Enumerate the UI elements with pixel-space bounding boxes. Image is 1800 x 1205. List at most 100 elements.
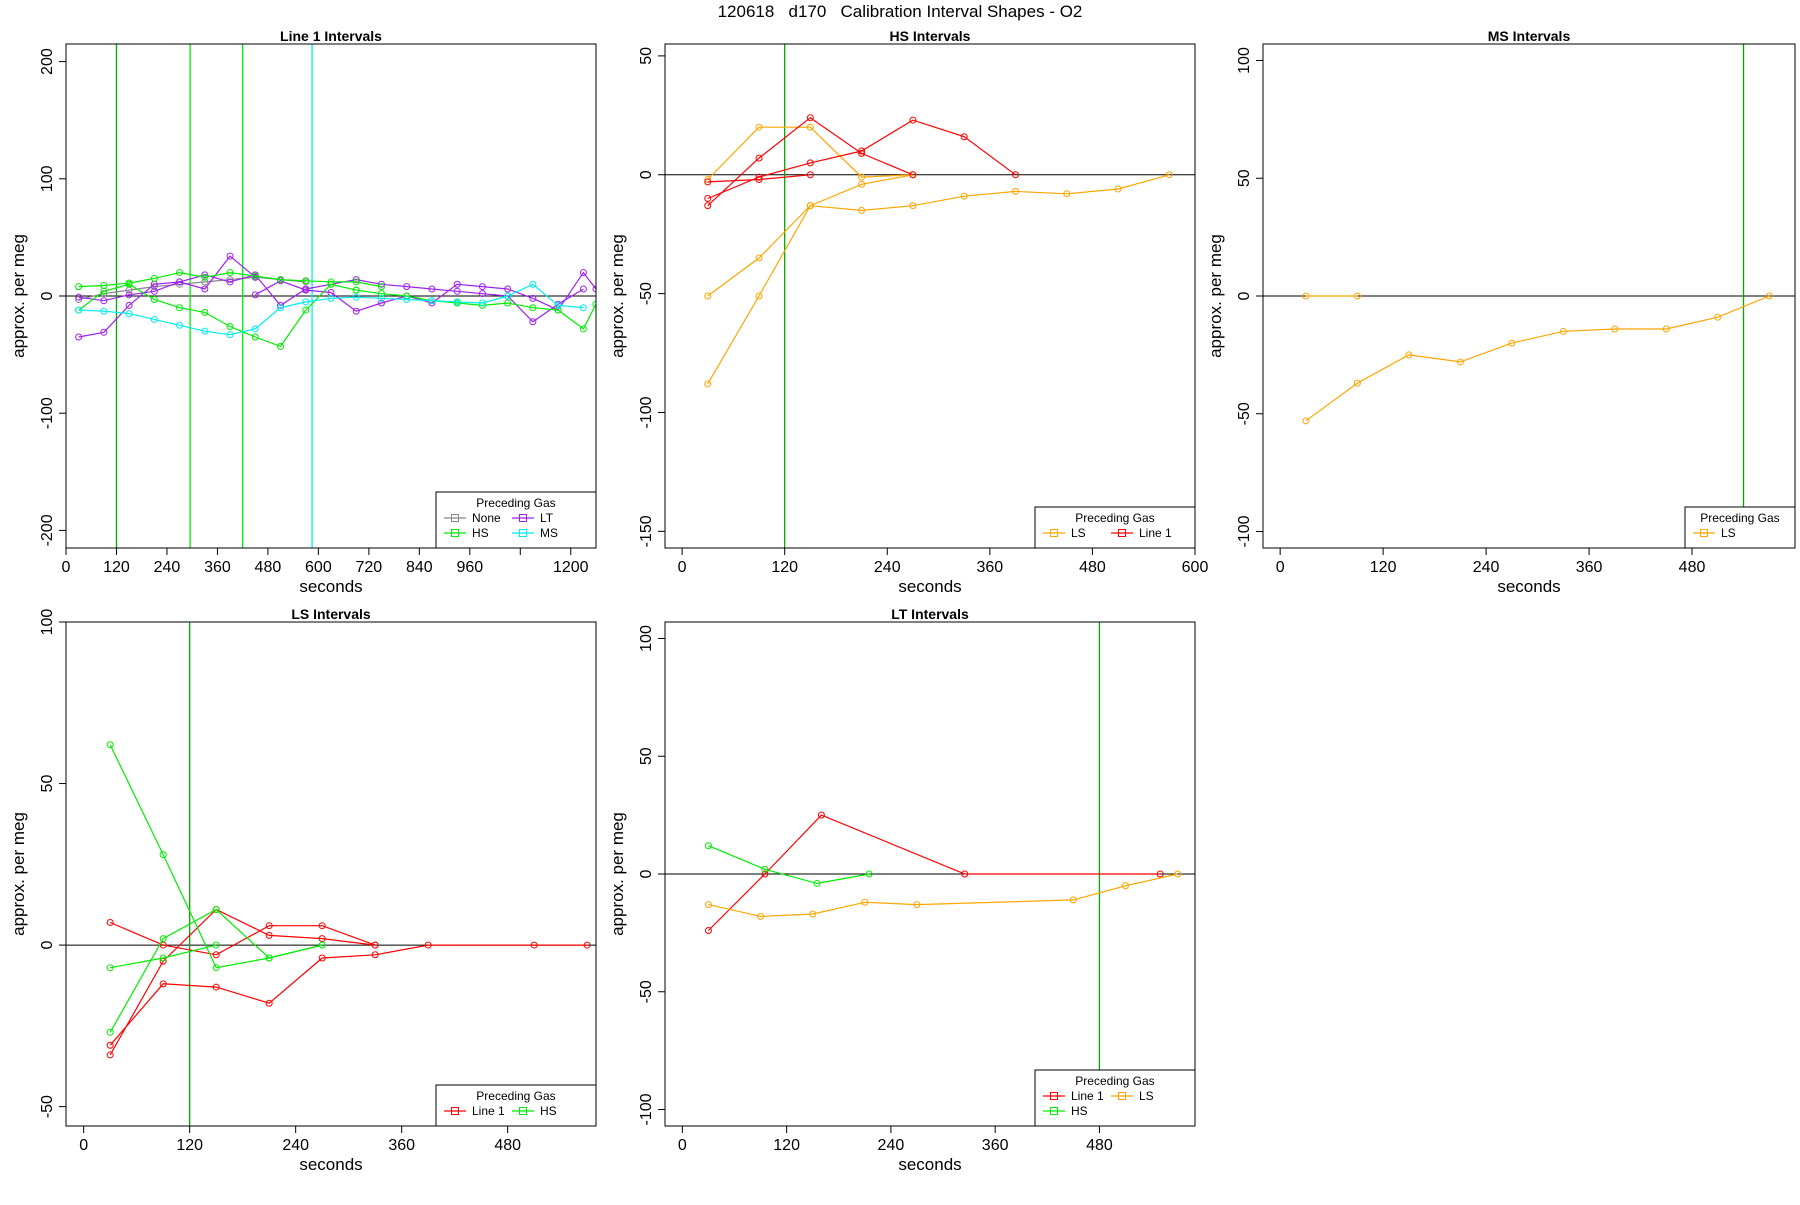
data-point bbox=[704, 927, 712, 935]
data-point bbox=[755, 176, 763, 184]
y-tick-label: -100 bbox=[638, 1093, 655, 1125]
x-tick-label: 0 bbox=[1276, 559, 1285, 576]
data-point bbox=[504, 285, 512, 293]
y-axis-label: approx. per meg bbox=[1206, 234, 1225, 358]
data-point bbox=[201, 285, 209, 293]
series-line bbox=[707, 174, 811, 183]
data-point bbox=[318, 954, 326, 962]
data-point bbox=[704, 195, 712, 203]
data-point bbox=[327, 280, 335, 288]
series-line bbox=[78, 271, 382, 288]
data-point bbox=[1069, 896, 1077, 904]
y-tick-label: 0 bbox=[1236, 291, 1253, 300]
data-point bbox=[809, 910, 817, 918]
data-point bbox=[909, 202, 917, 210]
panel-title: HS Intervals bbox=[890, 28, 971, 44]
panel-2: HS Intervals 0 120 240 360 480 600 seconds -150 -… bbox=[608, 28, 1208, 596]
data-point bbox=[377, 290, 385, 298]
data-point bbox=[806, 171, 814, 179]
data-point bbox=[377, 299, 385, 307]
series-line bbox=[708, 845, 870, 885]
data-point bbox=[212, 906, 220, 914]
x-tick-label: 0 bbox=[62, 559, 71, 576]
legend-label: Line 1 bbox=[1139, 526, 1172, 540]
legend-title: Preceding Gas bbox=[1075, 511, 1154, 525]
series-line bbox=[707, 126, 913, 180]
data-point bbox=[1456, 358, 1464, 366]
data-point bbox=[371, 951, 379, 959]
legend-label: HS bbox=[540, 1104, 557, 1118]
y-tick-label: -100 bbox=[1236, 515, 1253, 547]
data-point bbox=[150, 315, 158, 323]
data-point bbox=[159, 980, 167, 988]
panel-title: MS Intervals bbox=[1488, 28, 1571, 44]
series-line bbox=[707, 814, 1161, 931]
legend-marker bbox=[1050, 1092, 1058, 1100]
data-point bbox=[478, 283, 486, 291]
data-point bbox=[75, 283, 83, 291]
data-point bbox=[530, 941, 538, 949]
data-point bbox=[554, 306, 562, 314]
x-tick-label: 960 bbox=[456, 559, 483, 576]
data-point bbox=[424, 941, 432, 949]
y-tick-label: 50 bbox=[39, 775, 56, 793]
y-tick-label: 0 bbox=[638, 869, 655, 878]
data-point bbox=[858, 180, 866, 188]
data-point bbox=[704, 176, 712, 184]
x-tick-label: 120 bbox=[771, 559, 798, 576]
legend-marker bbox=[1118, 529, 1126, 537]
data-point bbox=[960, 192, 968, 200]
panel-1: Line 1 Intervals 0 120 240 360 480 600 720 840 96… bbox=[9, 28, 597, 596]
data-point bbox=[371, 941, 379, 949]
data-point bbox=[1156, 870, 1164, 878]
data-point bbox=[504, 292, 512, 300]
data-point bbox=[755, 154, 763, 162]
data-point bbox=[817, 811, 825, 819]
x-axis-label: seconds bbox=[898, 1155, 961, 1174]
data-point bbox=[176, 304, 184, 312]
data-point bbox=[377, 294, 385, 302]
data-point bbox=[403, 296, 411, 304]
legend-box bbox=[1034, 506, 1196, 549]
series-line bbox=[109, 944, 588, 1046]
legend-marker bbox=[519, 1107, 527, 1115]
legend-title: Preceding Gas bbox=[1075, 1074, 1154, 1088]
data-point bbox=[909, 116, 917, 124]
data-point bbox=[106, 1051, 114, 1059]
data-point bbox=[1114, 185, 1122, 193]
data-point bbox=[100, 307, 108, 315]
x-axis-label: seconds bbox=[898, 577, 961, 596]
data-point bbox=[909, 171, 917, 179]
data-point bbox=[251, 291, 259, 299]
data-point bbox=[428, 299, 436, 307]
data-point bbox=[251, 272, 259, 280]
x-tick-label: 480 bbox=[494, 1137, 521, 1154]
data-point bbox=[150, 296, 158, 304]
data-point bbox=[106, 1028, 114, 1036]
legend-label: HS bbox=[472, 526, 489, 540]
legend-marker bbox=[1118, 1092, 1126, 1100]
figure-title: 120618 d170 Calibration Interval Shapes … bbox=[717, 2, 1083, 21]
legend-label: LT bbox=[540, 511, 554, 525]
y-tick-label: 100 bbox=[1236, 47, 1253, 74]
x-axis-label: seconds bbox=[299, 577, 362, 596]
x-tick-label: 0 bbox=[678, 559, 687, 576]
data-point bbox=[961, 870, 969, 878]
legend-label: LS bbox=[1721, 526, 1736, 540]
x-tick-label: 0 bbox=[79, 1137, 88, 1154]
y-tick-label: -200 bbox=[39, 514, 56, 546]
data-point bbox=[1011, 187, 1019, 195]
data-point bbox=[226, 331, 234, 339]
y-tick-label: 50 bbox=[638, 47, 655, 65]
data-point bbox=[478, 290, 486, 298]
data-point bbox=[704, 380, 712, 388]
data-point bbox=[125, 291, 133, 299]
series-group bbox=[1302, 292, 1773, 425]
data-point bbox=[125, 310, 133, 318]
legend-label: LS bbox=[1139, 1089, 1154, 1103]
series-group bbox=[106, 741, 591, 1059]
data-point bbox=[1011, 171, 1019, 179]
